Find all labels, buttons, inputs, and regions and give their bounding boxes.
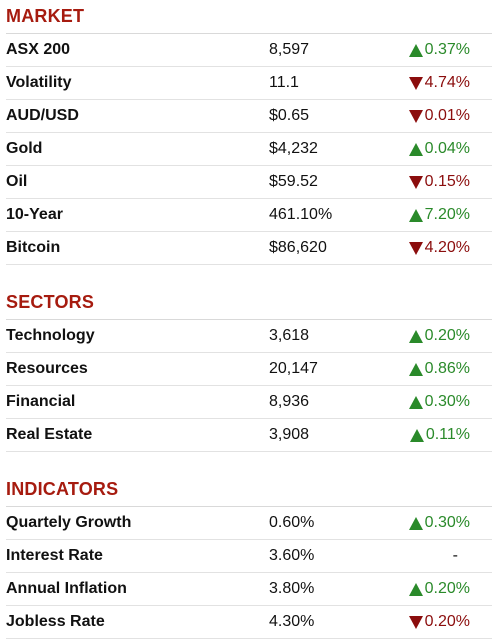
- row-change: -: [403, 547, 492, 565]
- section-spacer: [6, 452, 492, 473]
- change-text: 0.04%: [424, 140, 470, 157]
- table-row: AUD/USD $0.65 0.01%: [6, 100, 492, 133]
- table-row: Interest Rate 3.60% -: [6, 540, 492, 573]
- row-name: Quartely Growth: [6, 514, 132, 531]
- change-text: 0.30%: [424, 514, 470, 531]
- up-arrow-icon: [409, 428, 424, 442]
- row-value: 8,936: [269, 393, 310, 410]
- row-value: 0.60%: [269, 514, 315, 531]
- row-change: 7.20%: [403, 206, 492, 224]
- table-row: Jobless Rate 4.30% 0.20%: [6, 606, 492, 639]
- market-table: ASX 200 8,597 0.37% Volatility 11.1 4.74…: [6, 34, 492, 265]
- change-text: 0.20%: [424, 580, 470, 597]
- down-arrow-icon: [408, 76, 423, 90]
- row-name: ASX 200: [6, 41, 71, 58]
- row-change: 0.30%: [403, 514, 492, 532]
- down-arrow-icon: [408, 109, 423, 123]
- change-text: 0.11%: [425, 426, 470, 443]
- table-row: Quartely Growth 0.60% 0.30%: [6, 507, 492, 540]
- change-text: 0.01%: [424, 107, 470, 124]
- row-value: 20,147: [269, 360, 318, 377]
- change-text: -: [452, 547, 458, 564]
- up-arrow-icon: [408, 329, 423, 343]
- up-arrow-icon: [408, 516, 423, 530]
- change-text: 4.20%: [424, 239, 470, 256]
- row-change: 0.15%: [403, 173, 492, 191]
- row-value: 461.10%: [269, 206, 333, 223]
- row-name: Financial: [6, 393, 76, 410]
- table-row: Annual Inflation 3.80% 0.20%: [6, 573, 492, 606]
- row-name: Resources: [6, 360, 88, 377]
- down-arrow-icon: [408, 241, 423, 255]
- sectors-table: Technology 3,618 0.20% Resources 20,147 …: [6, 320, 492, 452]
- row-value: $59.52: [269, 173, 318, 190]
- up-arrow-icon: [408, 395, 423, 409]
- change-text: 0.20%: [424, 613, 470, 630]
- row-change: 0.20%: [403, 613, 492, 631]
- row-value: 3.80%: [269, 580, 315, 597]
- down-arrow-icon: [408, 175, 423, 189]
- row-name: Jobless Rate: [6, 613, 105, 630]
- down-arrow-icon: [408, 615, 423, 629]
- table-row: ASX 200 8,597 0.37%: [6, 34, 492, 67]
- section-title-sectors: SECTORS: [6, 286, 492, 320]
- change-text: 0.37%: [424, 41, 470, 58]
- row-name: Real Estate: [6, 426, 93, 443]
- row-change: 0.86%: [403, 360, 492, 378]
- row-name: AUD/USD: [6, 107, 79, 124]
- up-arrow-icon: [408, 43, 423, 57]
- row-value: 11.1: [269, 74, 299, 91]
- table-row: Real Estate 3,908 0.11%: [6, 419, 492, 452]
- row-value: 3.60%: [269, 547, 315, 564]
- row-name: Oil: [6, 173, 28, 190]
- row-value: 3,618: [269, 327, 310, 344]
- row-name: Interest Rate: [6, 547, 103, 564]
- row-change: 0.20%: [403, 327, 492, 345]
- indicators-table: Quartely Growth 0.60% 0.30% Interest Rat…: [6, 507, 492, 639]
- change-text: 0.15%: [424, 173, 470, 190]
- row-change: 0.11%: [403, 426, 492, 444]
- row-name: Gold: [6, 140, 43, 157]
- row-change: 0.20%: [403, 580, 492, 598]
- row-change: 0.04%: [403, 140, 492, 158]
- table-row: Volatility 11.1 4.74%: [6, 67, 492, 100]
- row-name: Volatility: [6, 74, 72, 91]
- section-spacer: [6, 265, 492, 286]
- table-row: Technology 3,618 0.20%: [6, 320, 492, 353]
- change-text: 4.74%: [424, 74, 470, 91]
- change-text: 0.20%: [424, 327, 470, 344]
- up-arrow-icon: [408, 362, 423, 376]
- section-title-indicators: INDICATORS: [6, 473, 492, 507]
- row-value: $4,232: [269, 140, 318, 157]
- up-arrow-icon: [408, 142, 423, 156]
- change-text: 0.86%: [424, 360, 470, 377]
- table-row: 10-Year 461.10% 7.20%: [6, 199, 492, 232]
- row-name: 10-Year: [6, 206, 63, 223]
- up-arrow-icon: [408, 582, 423, 596]
- row-value: 3,908: [269, 426, 310, 443]
- change-text: 7.20%: [424, 206, 470, 223]
- table-row: Bitcoin $86,620 4.20%: [6, 232, 492, 265]
- table-row: Oil $59.52 0.15%: [6, 166, 492, 199]
- row-value: $86,620: [269, 239, 327, 256]
- row-value: 8,597: [269, 41, 310, 58]
- row-change: 0.01%: [403, 107, 492, 125]
- row-value: $0.65: [269, 107, 310, 124]
- table-row: Financial 8,936 0.30%: [6, 386, 492, 419]
- row-name: Annual Inflation: [6, 580, 127, 597]
- row-change: 0.37%: [403, 41, 492, 59]
- table-row: Resources 20,147 0.86%: [6, 353, 492, 386]
- change-text: 0.30%: [424, 393, 470, 410]
- row-value: 4.30%: [269, 613, 315, 630]
- row-name: Bitcoin: [6, 239, 61, 256]
- section-title-market: MARKET: [6, 0, 492, 34]
- row-change: 4.74%: [403, 74, 492, 92]
- table-row: Gold $4,232 0.04%: [6, 133, 492, 166]
- row-change: 4.20%: [403, 239, 492, 257]
- row-change: 0.30%: [403, 393, 492, 411]
- row-name: Technology: [6, 327, 95, 344]
- up-arrow-icon: [408, 208, 423, 222]
